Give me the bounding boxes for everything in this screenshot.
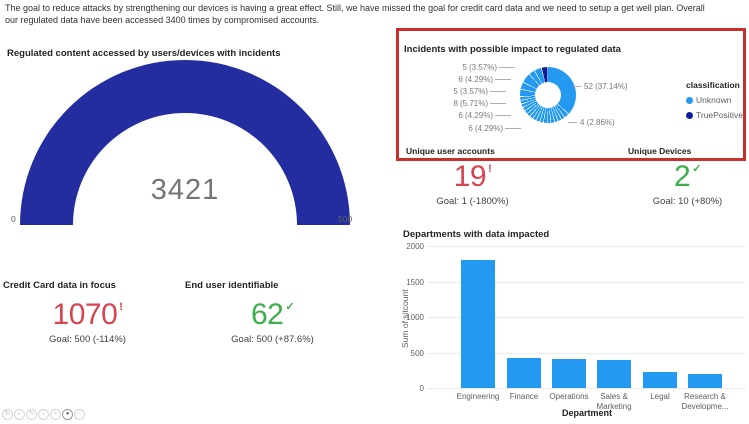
donut-chart[interactable] — [520, 67, 576, 123]
gauge-min-label: 0 — [11, 214, 16, 224]
kpi-goal: Goal: 1 (-1800%) — [436, 196, 509, 207]
donut-callout-label: 8 (5.71%) — [453, 99, 488, 108]
legend-title: classification — [686, 80, 740, 90]
check-icon: ✓ — [692, 163, 701, 175]
legend-dot-unknown-icon — [686, 96, 693, 104]
donut-callout-label: 6 (4.29%) — [468, 124, 503, 133]
donut-callout-label: 5 (3.57%) — [462, 63, 497, 72]
kpi-unique-user-accounts[interactable]: 19! Goal: 1 (-1800%) — [395, 160, 550, 207]
callout-line — [495, 115, 511, 116]
capture-toolbar: ↻ ▹ ✎ i ∘ ● − — [2, 409, 85, 420]
callout-line — [505, 128, 521, 129]
check-icon: ✓ — [285, 301, 295, 313]
bar-finance[interactable] — [507, 358, 541, 388]
gridline — [428, 388, 746, 389]
x-category-label: Sales & Marketing — [596, 392, 632, 411]
play-icon[interactable]: ▹ — [14, 409, 25, 420]
x-category-label: Research & Developme... — [681, 392, 729, 411]
legend-dot-truepositive-icon — [686, 111, 693, 119]
legend-label: Unknown — [696, 95, 732, 105]
callout-line — [573, 86, 581, 87]
gauge-max-label: 500 — [338, 214, 353, 224]
y-tick-label: 1000 — [406, 313, 424, 322]
kpi-value: 2 — [674, 160, 691, 193]
callout-line — [568, 122, 577, 123]
info-icon[interactable]: i — [38, 409, 49, 420]
gridline — [428, 281, 746, 283]
bar-research-[interactable] — [688, 374, 722, 388]
bar-operations[interactable] — [552, 358, 586, 388]
gauge-value: 3421 — [150, 174, 220, 206]
legend-item-unknown[interactable]: Unknown — [686, 95, 743, 105]
legend-label: TruePositive — [696, 110, 743, 120]
kpi-goal: Goal: 500 (-114%) — [49, 334, 126, 345]
summary-text: The goal to reduce attacks by strengthen… — [5, 3, 705, 25]
y-tick-label: 0 — [419, 384, 424, 393]
x-category-label: Legal — [650, 392, 670, 401]
kpi-unique-devices[interactable]: 2 ✓ Goal: 10 (+80%) — [610, 160, 749, 207]
donut-legend: classification Unknown TruePositive — [686, 80, 743, 125]
bar-legal[interactable] — [643, 372, 677, 388]
kpi-value: 62 — [250, 298, 284, 331]
bar-chart-title: Departments with data impacted — [403, 229, 550, 240]
annotation-rectangle — [396, 28, 746, 161]
gridline — [428, 352, 746, 354]
kpi-goal: Goal: 10 (+80%) — [652, 196, 723, 207]
zoom-icon[interactable]: ∘ — [50, 409, 61, 420]
kpi-value: 1070 — [52, 298, 118, 331]
kpi-goal: Goal: 500 (+87.6%) — [231, 334, 314, 345]
donut-callout-label: 6 (4.29%) — [458, 75, 493, 84]
minus-icon[interactable]: − — [74, 409, 85, 420]
bar-engineering[interactable] — [461, 260, 495, 388]
kpi-credit-card[interactable]: 1070! Goal: 500 (-114%) — [5, 298, 170, 345]
record-icon[interactable]: ● — [62, 409, 73, 420]
donut-callout-label: 52 (37.14%) — [584, 82, 628, 91]
donut-callout-label: 6 (4.29%) — [458, 111, 493, 120]
donut-callout-label: 5 (3.57%) — [453, 87, 488, 96]
kpi-title-credit-card: Credit Card data in focus — [3, 280, 116, 291]
callout-line — [490, 91, 506, 92]
x-category-label: Operations — [549, 392, 589, 401]
x-category-label: Engineering — [456, 392, 500, 401]
y-tick-label: 2000 — [406, 242, 424, 251]
warning-icon: ! — [488, 163, 492, 175]
legend-item-truepositive[interactable]: TruePositive — [686, 110, 743, 120]
bar-plot[interactable] — [428, 246, 746, 389]
callout-line — [499, 67, 515, 68]
kpi-title-unique-user-accounts: Unique user accounts — [406, 146, 495, 156]
kpi-title-unique-devices: Unique Devices — [628, 146, 692, 156]
gauge-chart[interactable]: 3421 — [20, 60, 350, 226]
bar-sales-[interactable] — [597, 359, 631, 388]
kpi-end-user[interactable]: 62 ✓ Goal: 500 (+87.6%) — [190, 298, 355, 345]
warning-icon: ! — [119, 301, 123, 313]
callout-line — [495, 79, 511, 80]
kpi-title-end-user: End user identifiable — [185, 280, 279, 291]
gauge-title: Regulated content accessed by users/devi… — [7, 48, 281, 59]
donut-title: Incidents with possible impact to regula… — [404, 44, 621, 55]
callout-line — [490, 103, 506, 104]
y-tick-label: 500 — [410, 348, 424, 358]
donut-callout-label: 4 (2.86%) — [580, 118, 615, 127]
kpi-value: 19 — [453, 160, 487, 193]
donut-hole — [535, 82, 561, 108]
edit-icon[interactable]: ✎ — [26, 409, 37, 420]
bar-x-axis-label: Department — [561, 408, 612, 418]
y-tick-label: 1500 — [406, 277, 424, 287]
gridline — [428, 246, 746, 247]
x-category-label: Finance — [509, 392, 539, 401]
history-icon[interactable]: ↻ — [2, 409, 13, 420]
gridline — [428, 317, 746, 318]
